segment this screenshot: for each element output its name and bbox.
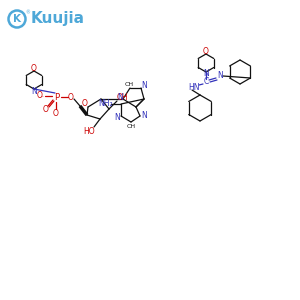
Text: N: N [141,112,147,121]
Text: O: O [53,109,59,118]
Text: C: C [203,77,208,86]
Text: O: O [37,92,43,100]
Text: O: O [31,64,37,73]
Text: O: O [43,106,49,115]
Text: Kuujia: Kuujia [31,11,85,26]
Text: N: N [31,87,37,96]
Text: N: N [141,82,147,91]
Text: ®: ® [25,11,30,16]
Text: N: N [217,70,223,80]
Text: CH: CH [126,124,136,128]
Text: NH₂: NH₂ [99,100,113,109]
Text: K: K [13,14,21,24]
Text: HN: HN [188,82,200,91]
Text: N: N [117,94,123,103]
Text: N: N [114,112,120,122]
Text: O: O [68,92,74,101]
Text: ⁻: ⁻ [41,96,44,101]
Text: CH: CH [124,82,134,88]
Text: HO: HO [83,127,95,136]
Text: P: P [54,92,60,101]
Text: O: O [82,100,88,109]
Text: OH: OH [116,94,128,103]
Text: O: O [203,47,209,56]
Text: N: N [203,70,209,79]
